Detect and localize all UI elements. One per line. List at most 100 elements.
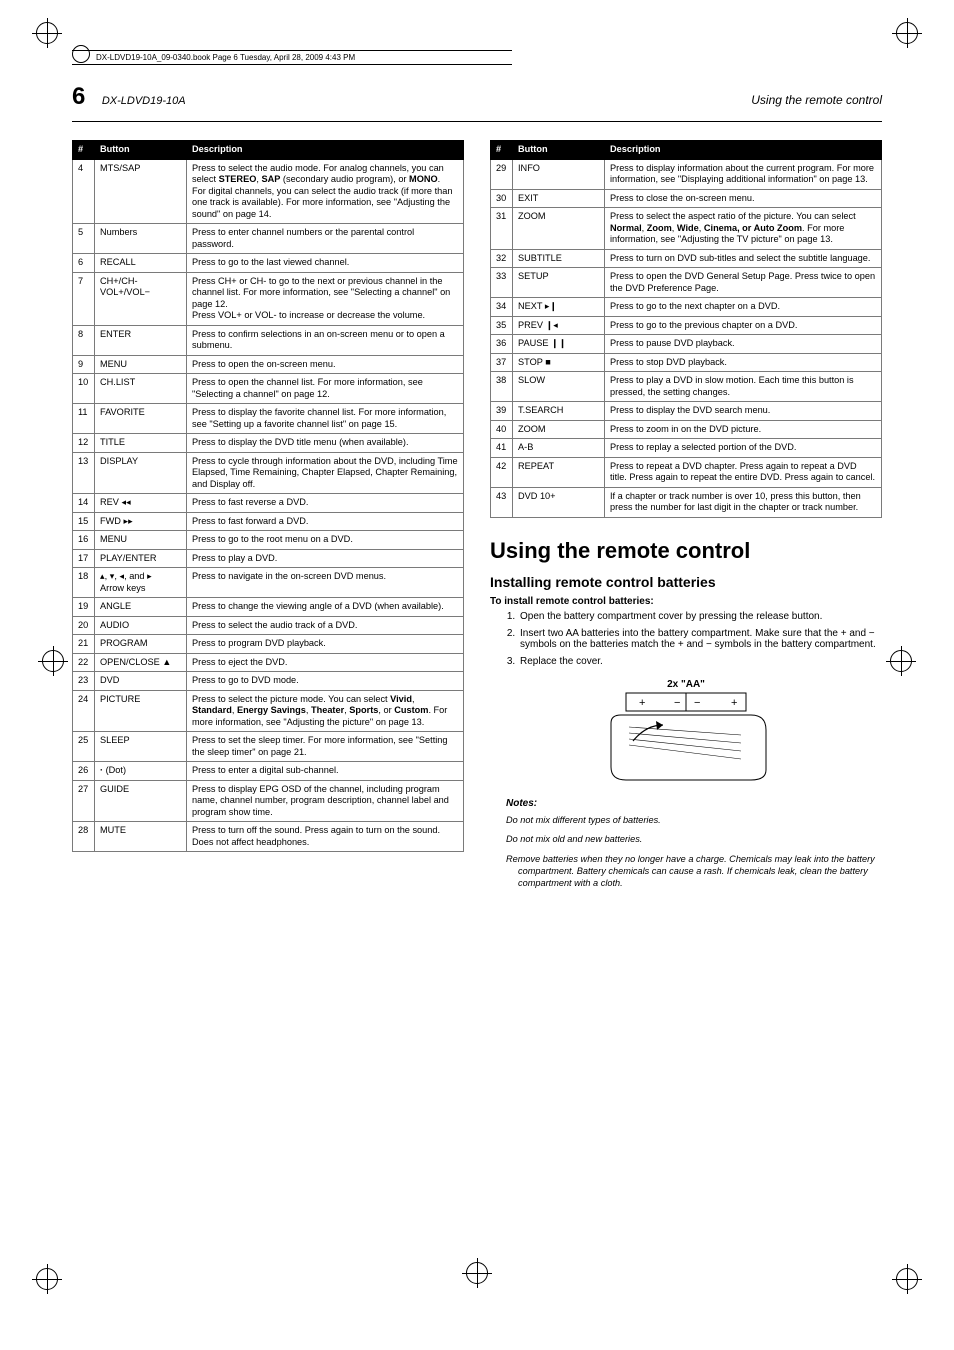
cell-description: Press to program DVD playback. (187, 635, 464, 654)
cell-button: REV ◂◂ (95, 494, 187, 513)
cell-description: Press to open the on-screen menu. (187, 355, 464, 374)
cell-description: Press to enter channel numbers or the pa… (187, 224, 464, 254)
cell-description: Press CH+ or CH- to go to the next or pr… (187, 272, 464, 325)
cell-button: MENU (95, 355, 187, 374)
table-row: 7CH+/CH-VOL+/VOL−Press CH+ or CH- to go … (73, 272, 464, 325)
cell-description: Press to replay a selected portion of th… (605, 439, 882, 458)
table-row: 5NumbersPress to enter channel numbers o… (73, 224, 464, 254)
table-row: 25SLEEPPress to set the sleep timer. For… (73, 732, 464, 762)
table-row: 15FWD ▸▸Press to fast forward a DVD. (73, 512, 464, 531)
svg-text:−: − (694, 697, 700, 709)
cell-button: AUDIO (95, 616, 187, 635)
cell-button: CH+/CH-VOL+/VOL− (95, 272, 187, 325)
procedure-steps: Open the battery compartment cover by pr… (518, 611, 882, 667)
cell-num: 7 (73, 272, 95, 325)
cell-description: Press to stop DVD playback. (605, 353, 882, 372)
cell-button: FWD ▸▸ (95, 512, 187, 531)
cell-description: Press to display the DVD search menu. (605, 402, 882, 421)
table-row: 40ZOOMPress to zoom in on the DVD pictur… (491, 420, 882, 439)
button-table-right: # Button Description 29INFOPress to disp… (490, 140, 882, 518)
th-button: Button (95, 141, 187, 160)
cell-button: DVD 10+ (513, 487, 605, 517)
cell-num: 24 (73, 690, 95, 732)
cell-num: 10 (73, 374, 95, 404)
table-row: 12TITLEPress to display the DVD title me… (73, 434, 464, 453)
cell-button: SLEEP (95, 732, 187, 762)
step-item: Open the battery compartment cover by pr… (518, 611, 882, 622)
cell-description: Press to turn off the sound. Press again… (187, 822, 464, 852)
cell-button: ANGLE (95, 598, 187, 617)
cell-description: Press to display the DVD title menu (whe… (187, 434, 464, 453)
cell-description: Press to select the aspect ratio of the … (605, 208, 882, 250)
cell-num: 5 (73, 224, 95, 254)
table-row: 34NEXT ▸❙Press to go to the next chapter… (491, 298, 882, 317)
cell-num: 28 (73, 822, 95, 852)
svg-text:+: + (731, 697, 737, 709)
cell-num: 9 (73, 355, 95, 374)
cell-description: Press to confirm selections in an on-scr… (187, 325, 464, 355)
cell-num: 11 (73, 404, 95, 434)
cell-description: Press to enter a digital sub-channel. (187, 762, 464, 781)
cell-num: 25 (73, 732, 95, 762)
cell-button: Numbers (95, 224, 187, 254)
table-row: 30EXITPress to close the on-screen menu. (491, 189, 882, 208)
cell-description: Press to display the favorite channel li… (187, 404, 464, 434)
cell-description: Press to turn on DVD sub-titles and sele… (605, 249, 882, 268)
cell-button: STOP ■ (513, 353, 605, 372)
svg-text:+: + (639, 697, 645, 709)
cell-button: NEXT ▸❙ (513, 298, 605, 317)
cell-description: Press to open the DVD General Setup Page… (605, 268, 882, 298)
cell-description: Press to open the channel list. For more… (187, 374, 464, 404)
cell-description: Press to go to the last viewed channel. (187, 254, 464, 273)
table-row: 31ZOOMPress to select the aspect ratio o… (491, 208, 882, 250)
cell-num: 35 (491, 316, 513, 335)
cell-description: Press to play a DVD in slow motion. Each… (605, 372, 882, 402)
cell-button: REPEAT (513, 457, 605, 487)
note-line: Remove batteries when they no longer hav… (518, 854, 882, 890)
table-row: 32SUBTITLEPress to turn on DVD sub-title… (491, 249, 882, 268)
cell-num: 13 (73, 452, 95, 494)
table-row: 27GUIDEPress to display EPG OSD of the c… (73, 780, 464, 822)
th-description: Description (187, 141, 464, 160)
cell-description: Press to play a DVD. (187, 549, 464, 568)
battery-label: 2x "AA" (667, 679, 705, 690)
table-row: 11FAVORITEPress to display the favorite … (73, 404, 464, 434)
table-row: 19ANGLEPress to change the viewing angle… (73, 598, 464, 617)
table-row: 29INFOPress to display information about… (491, 159, 882, 189)
table-row: 39T.SEARCHPress to display the DVD searc… (491, 402, 882, 421)
svg-text:−: − (674, 697, 680, 709)
cell-description: Press to close the on-screen menu. (605, 189, 882, 208)
cell-num: 29 (491, 159, 513, 189)
step-item: Replace the cover. (518, 656, 882, 667)
cell-button: T.SEARCH (513, 402, 605, 421)
cell-num: 30 (491, 189, 513, 208)
notes-block: Do not mix different types of batteries.… (490, 815, 882, 891)
cell-description: Press to cycle through information about… (187, 452, 464, 494)
model-number: DX-LDVD19-10A (102, 95, 186, 107)
cell-description: Press to change the viewing angle of a D… (187, 598, 464, 617)
cell-description: Press to display EPG OSD of the channel,… (187, 780, 464, 822)
crop-mark (890, 650, 912, 672)
cell-button: ▴, ▾, ◂, and ▸Arrow keys (95, 568, 187, 598)
running-header: DX-LDVD19-10A_09-0340.book Page 6 Tuesda… (72, 50, 512, 65)
crop-mark (896, 1268, 918, 1290)
crop-mark (466, 1262, 488, 1284)
cell-description: Press to pause DVD playback. (605, 335, 882, 354)
cell-description: Press to select the picture mode. You ca… (187, 690, 464, 732)
table-row: 33SETUPPress to open the DVD General Set… (491, 268, 882, 298)
cell-button: ZOOM (513, 208, 605, 250)
cell-num: 37 (491, 353, 513, 372)
cell-num: 15 (73, 512, 95, 531)
cell-button: EXIT (513, 189, 605, 208)
table-row: 20AUDIOPress to select the audio track o… (73, 616, 464, 635)
cell-description: Press to select the audio track of a DVD… (187, 616, 464, 635)
table-row: 17PLAY/ENTERPress to play a DVD. (73, 549, 464, 568)
cell-num: 31 (491, 208, 513, 250)
cell-button: INFO (513, 159, 605, 189)
cell-button: TITLE (95, 434, 187, 453)
crop-mark (896, 22, 918, 44)
step-item: Insert two AA batteries into the battery… (518, 628, 882, 650)
table-row: 28MUTEPress to turn off the sound. Press… (73, 822, 464, 852)
cell-num: 40 (491, 420, 513, 439)
cell-description: Press to select the audio mode. For anal… (187, 159, 464, 224)
